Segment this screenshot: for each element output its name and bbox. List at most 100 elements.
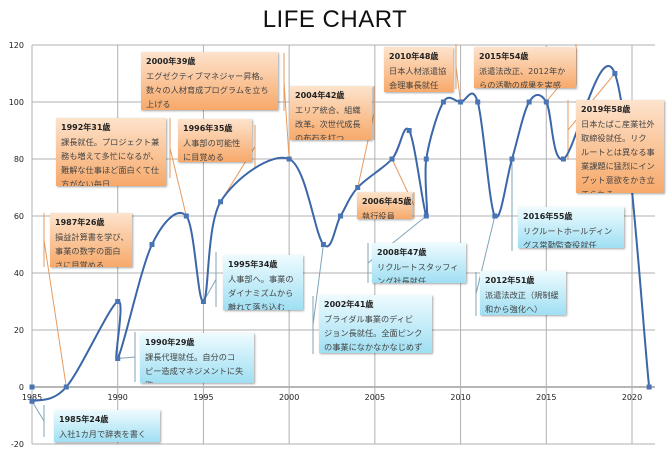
annotation-text: 派遣法改正、2012年か xyxy=(479,66,566,76)
data-point xyxy=(560,156,566,162)
data-point xyxy=(440,99,446,105)
annotation-text: 取締役就任。リク xyxy=(581,133,647,143)
annotation-callout: 2012年51歳 派遣法改正（規制緩 和から強化へ） xyxy=(480,271,566,315)
annotation-callout: 2004年42歳エリア統合、組織 改革。次世代成長 の布石を打つ xyxy=(290,86,372,140)
annotation-text: ピー造成マネジメントに失 xyxy=(145,366,244,376)
data-point xyxy=(646,384,652,390)
annotation-callout: 1987年26歳 損益計算書を学び、 事業の数字の面白 さに目覚める xyxy=(50,213,132,267)
annotation-title: 1990年29歳 xyxy=(145,338,195,347)
annotation-text: 派遣法改正（規制緩 xyxy=(485,290,559,300)
annotation-title: 2016年55歳 xyxy=(523,212,573,221)
callout-leader-line xyxy=(31,400,45,422)
annotation-text: ダイナミズムから xyxy=(228,288,294,298)
annotation-text: 損益計算書を学び、 xyxy=(55,232,129,242)
data-point xyxy=(423,213,429,219)
annotation-title: 1995年34歳 xyxy=(228,260,278,269)
annotation-callout: 2010年48歳 日本人材派遣協 会理事長就任 xyxy=(384,47,453,92)
data-point xyxy=(200,299,206,304)
annotation-text: エリア統合、組織 xyxy=(295,105,361,115)
x-tick-label: 2020 xyxy=(622,393,642,402)
annotation-text: 業課題に猛烈にイン xyxy=(581,161,655,171)
x-tick-label: 1995 xyxy=(193,393,213,402)
annotation-text: グス常勤監査役就任 xyxy=(523,240,597,248)
data-point xyxy=(526,99,532,105)
annotation-title: 1992年31歳 xyxy=(61,123,111,132)
y-tick-label: 80 xyxy=(14,155,24,164)
annotation-title: 2002年41歳 xyxy=(324,300,374,309)
annotation-title: 2010年48歳 xyxy=(389,52,439,61)
annotation-text: 日本人材派遣協 xyxy=(389,66,447,76)
x-tick-label: 2000 xyxy=(279,393,299,402)
annotation-text: 和から強化へ） xyxy=(485,304,543,314)
callout-leader-line xyxy=(312,244,324,326)
annotation-text: 敗 xyxy=(145,378,249,383)
x-tick-label: 1990 xyxy=(108,393,128,402)
x-tick-label: 2005 xyxy=(365,393,385,402)
annotation-text: ング社長就任 xyxy=(377,276,427,283)
chart-title: LIFE CHART xyxy=(262,6,408,33)
annotation-text: ルートとは異なる事 xyxy=(581,147,655,157)
annotation-callout: 2006年45歳 執行役員 xyxy=(357,192,412,219)
y-tick-label: 60 xyxy=(14,212,24,221)
annotation-text: ジョン長就任。全面ピンク xyxy=(324,328,423,338)
x-tick-label: 1985 xyxy=(22,393,42,402)
annotation-callout: 1985年24歳入社1カ月で辞表を書く xyxy=(54,410,160,442)
data-point xyxy=(149,242,155,247)
data-point xyxy=(338,213,344,219)
data-point xyxy=(406,128,412,133)
annotation-text: の事業になかなかなじめず xyxy=(324,342,423,352)
annotation-text: 会理事長就任 xyxy=(389,80,439,90)
annotation-callout: 1995年34歳 人事部へ。事業の ダイナミズムから 離れて落ち込む xyxy=(223,255,303,310)
annotation-text: 上げる xyxy=(146,99,171,109)
data-point xyxy=(115,356,121,361)
annotation-title: 2004年42歳 xyxy=(295,91,345,100)
annotation-title: 2019年58歳 xyxy=(581,105,631,114)
data-point xyxy=(29,384,35,390)
data-point xyxy=(63,384,69,390)
annotation-text: の布石を打つ xyxy=(295,133,345,140)
annotation-title: 1985年24歳 xyxy=(59,415,109,424)
annotation-text: リクルートホールディン xyxy=(523,226,613,236)
data-point xyxy=(458,99,464,105)
annotation-callout: 1996年35歳 人事部の可能性 に目覚める xyxy=(178,119,252,162)
data-point xyxy=(183,213,189,219)
callout-leader-line xyxy=(43,239,67,388)
data-point xyxy=(286,156,292,162)
callout-leader-line xyxy=(169,147,187,217)
y-tick-label: 0 xyxy=(19,383,24,392)
annotation-text: 課長代理就任。自分のコ xyxy=(145,352,236,362)
annotation-callout: 2015年54歳 派遣法改正、2012年か らの活動の成果を実感 xyxy=(474,47,576,88)
annotation-title: 1996年35歳 xyxy=(183,124,233,133)
annotation-text: 改革。次世代成長 xyxy=(295,119,361,129)
x-tick-label: 2010 xyxy=(450,393,470,402)
annotation-text: 人事部の可能性 xyxy=(183,138,241,148)
data-point xyxy=(29,398,35,404)
data-point xyxy=(475,99,481,105)
y-tick-label: 40 xyxy=(14,269,24,278)
annotation-title: 2006年45歳 xyxy=(362,197,412,206)
x-tick-label: 2015 xyxy=(536,393,556,402)
callout-leader-line xyxy=(475,215,496,295)
annotation-title: 2015年54歳 xyxy=(479,52,529,61)
annotation-text: ブライダル事業のディビ xyxy=(324,314,414,324)
annotation-text: プット意欲をかき立 xyxy=(581,175,655,185)
annotation-callout: 2008年47歳 リクルートスタッフィ ング社長就任 xyxy=(372,243,466,283)
annotation-title: 2000年39歳 xyxy=(146,57,196,66)
y-tick-label: 100 xyxy=(9,98,24,107)
data-point xyxy=(355,185,361,190)
annotation-text: 人事部へ。事業の xyxy=(228,274,294,284)
annotation-callout: 1992年31歳 課長就任。プロジェクト兼 務も増えて多忙になるが、 難解な仕事ほど面… xyxy=(56,118,166,186)
annotation-text: に目覚める xyxy=(183,152,224,162)
data-point xyxy=(423,156,429,162)
callout-leader-line xyxy=(455,66,462,103)
annotation-text: さに目覚める xyxy=(55,260,105,267)
data-point xyxy=(115,299,121,304)
annotation-text: 数々の人材育成プログラムを立ち xyxy=(146,85,269,95)
annotation-callout: 2019年58歳 日本たばこ産業社外 取締役就任。リク ルートとは異なる事 業課題に猛烈… xyxy=(576,100,664,193)
annotation-text: 入社1カ月で辞表を書く xyxy=(59,429,147,439)
data-point xyxy=(509,156,515,162)
callout-leader-line xyxy=(283,81,290,160)
